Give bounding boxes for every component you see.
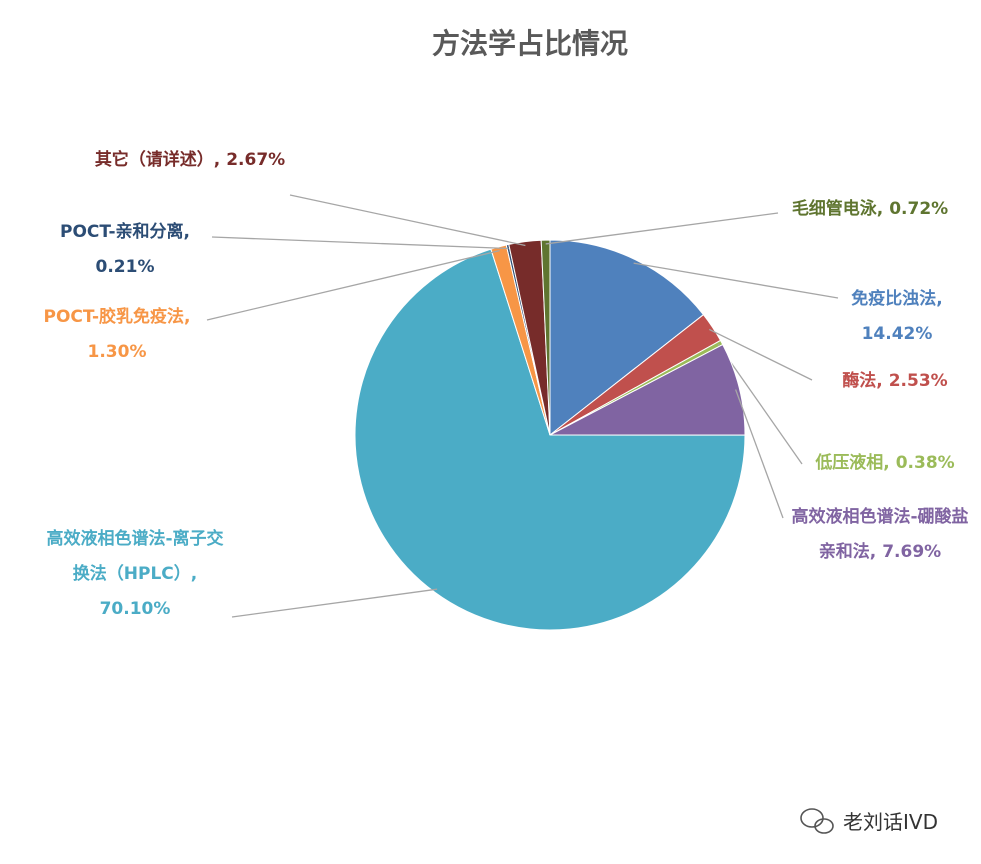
data-label: 免疫比浊法, 14.42% [832, 282, 962, 352]
leader-line [231, 588, 438, 618]
label-value: 1.30% [87, 342, 147, 362]
leader-line [633, 262, 839, 299]
data-label: POCT-胶乳免疫法, 1.30% [22, 300, 212, 370]
label-category: 酶法, [842, 371, 883, 391]
chart-title: 方法学占比情况 [431, 27, 628, 60]
label-category: POCT-亲和分离, [60, 222, 190, 242]
label-value: 70.10% [99, 599, 171, 619]
pie-slice [549, 343, 746, 436]
pie-slice [549, 239, 705, 437]
leader-line [708, 328, 813, 381]
data-label: 其它（请详述）, 2.67% [60, 143, 320, 178]
label-value: 7.69% [882, 542, 942, 562]
data-label: 酶法, 2.53% [830, 364, 960, 399]
data-label: POCT-亲和分离, 0.21% [40, 215, 210, 285]
leader-line [206, 250, 500, 321]
data-label: 低压液相, 0.38% [800, 446, 970, 481]
label-category: 其它（请详述）, [94, 150, 221, 170]
label-value: 2.53% [888, 371, 948, 391]
label-category: 高效液相色谱法-离子交换法（HPLC）, [46, 529, 224, 584]
leader-line [734, 389, 784, 519]
data-label: 毛细管电泳, 0.72% [770, 192, 970, 227]
pie-slice [540, 239, 551, 436]
leader-line [211, 236, 509, 250]
label-category: POCT-胶乳免疫法, [43, 307, 191, 327]
label-category: 低压液相, [815, 453, 890, 473]
leader-line [289, 194, 526, 247]
label-category: 免疫比浊法, [851, 289, 943, 309]
label-category: 毛细管电泳, [791, 199, 884, 219]
label-category: 高效液相色谱法-硼酸盐亲和法, [791, 507, 969, 562]
wechat-icon [800, 808, 834, 834]
label-value: 0.72% [889, 199, 949, 219]
label-value: 14.42% [861, 324, 933, 344]
label-value: 0.21% [95, 257, 155, 277]
pie-slice [354, 248, 746, 631]
watermark: 老刘话IVD [843, 810, 938, 834]
leader-line [545, 212, 779, 245]
data-label: 高效液相色谱法-硼酸盐亲和法, 7.69% [785, 500, 975, 570]
label-value: 2.67% [226, 150, 286, 170]
label-value: 0.38% [895, 453, 955, 473]
data-label: 高效液相色谱法-离子交换法（HPLC）, 70.10% [40, 522, 230, 627]
